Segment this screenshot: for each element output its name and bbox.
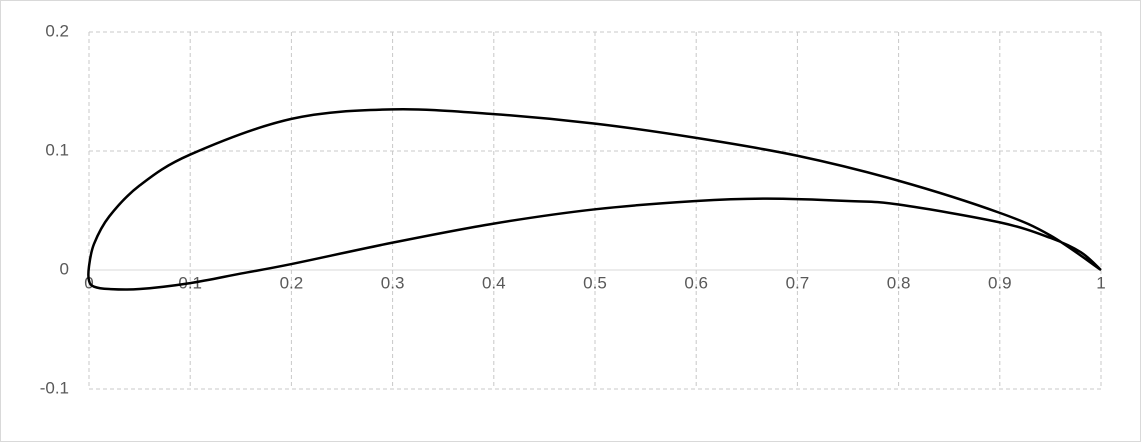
x-tick-label: 0.9 (988, 273, 1012, 292)
y-tick-label: 0.2 (45, 21, 69, 40)
x-tick-label: 0.7 (786, 273, 810, 292)
x-tick-label: 0.3 (381, 273, 405, 292)
x-tick-label: 0.6 (684, 273, 708, 292)
x-tick-label: 0.8 (887, 273, 911, 292)
y-tick-label: -0.1 (40, 378, 69, 397)
y-tick-label: 0.1 (45, 140, 69, 159)
x-tick-label: 1 (1096, 273, 1105, 292)
x-tick-label: 0.5 (583, 273, 607, 292)
x-tick-label: 0.2 (280, 273, 304, 292)
x-tick-label: 0.4 (482, 273, 506, 292)
airfoil-line (87, 107, 1102, 291)
y-tick-label: 0 (60, 259, 69, 278)
